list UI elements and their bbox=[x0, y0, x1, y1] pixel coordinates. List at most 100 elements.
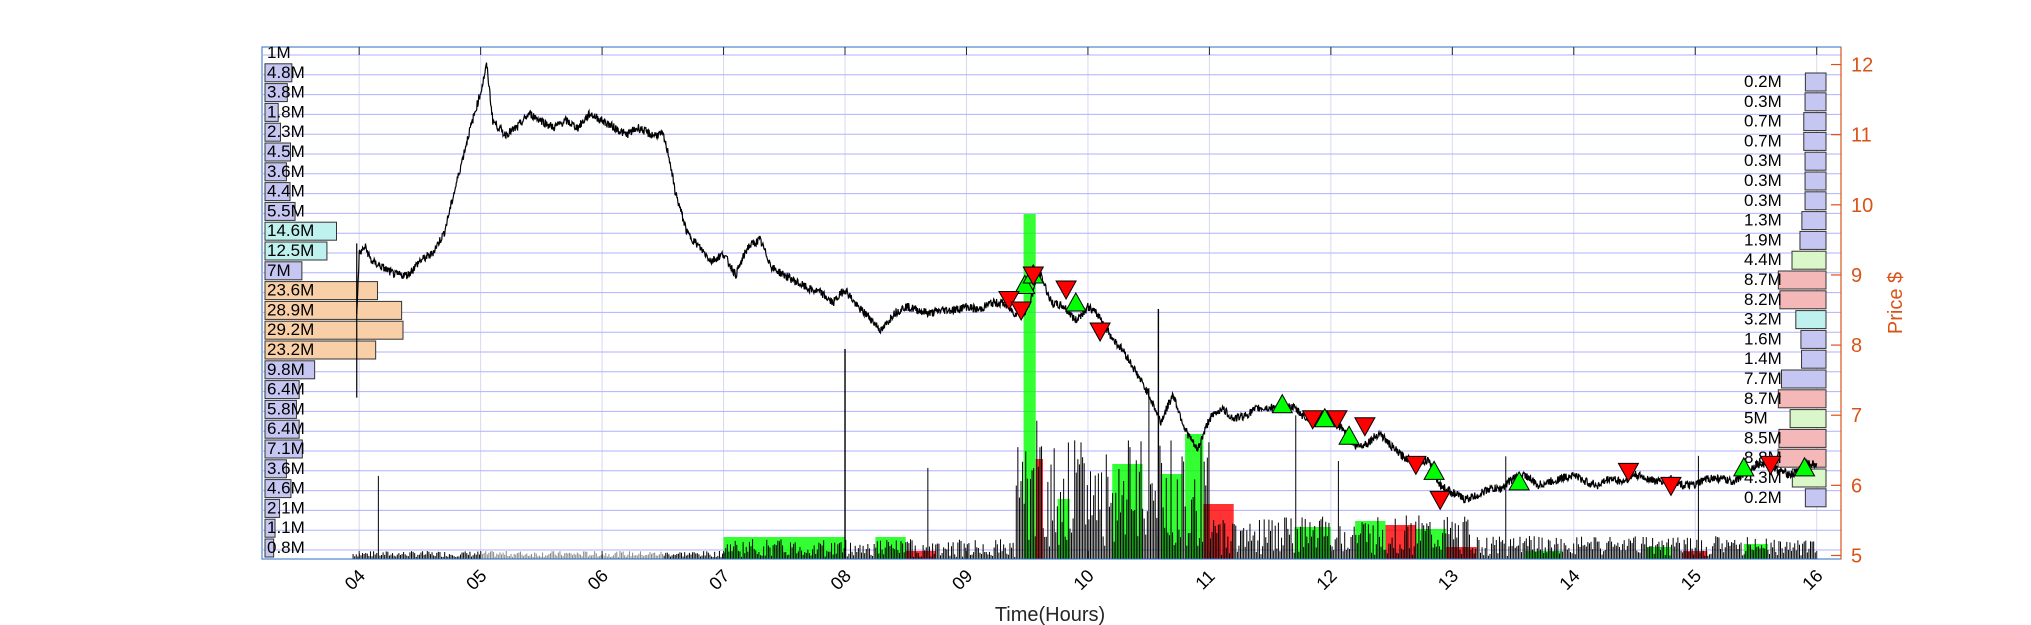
volume-profile-left-label: 9.8M bbox=[267, 360, 305, 379]
volume-profile-right-label: 0.7M bbox=[1744, 131, 1782, 150]
sell-marker bbox=[1759, 455, 1782, 476]
volume-profile-left-bar bbox=[264, 142, 291, 162]
volume-profile-right-label: 7.7M bbox=[1744, 369, 1782, 388]
volume-profile-left-label: 4.6M bbox=[267, 479, 305, 498]
volume-profile-left-bar bbox=[264, 360, 316, 380]
volume-profile-left-bar bbox=[264, 102, 279, 122]
volume-profile-right-bar bbox=[1801, 211, 1827, 231]
volume-profile-right-label: 1.3M bbox=[1744, 211, 1782, 230]
sell-marker bbox=[1429, 490, 1452, 511]
volume-profile-right-label: 8.7M bbox=[1744, 389, 1782, 408]
volume-profile-left-label: 2.1M bbox=[267, 498, 305, 517]
volume-profile-right-bar bbox=[1791, 250, 1827, 270]
volume-profile-left-label: 7M bbox=[267, 261, 291, 280]
volume-profile-left-label: 5.8M bbox=[267, 399, 305, 418]
sell-marker bbox=[1301, 410, 1324, 430]
volume-profile-left-label: 4.5M bbox=[267, 142, 305, 161]
buy-marker bbox=[1732, 456, 1755, 477]
volume-profile-right-bar bbox=[1789, 409, 1827, 429]
volume-profile-right-bar bbox=[1804, 92, 1827, 112]
y-tick-label: 7 bbox=[1851, 405, 1862, 427]
volume-profile-right-bar bbox=[1804, 72, 1827, 92]
volume-profile-right-bar bbox=[1778, 428, 1827, 448]
volume-profile-left-label: 14.6M bbox=[267, 221, 314, 240]
volume-profile-left-label: 2.3M bbox=[267, 122, 305, 141]
volume-profile-left-bar bbox=[264, 63, 293, 83]
volume-profile-left-bar bbox=[264, 281, 378, 301]
x-tick-label: 09 bbox=[948, 566, 976, 594]
volume-profile-right-bar bbox=[1803, 131, 1827, 151]
volume-profile-right-label: 5M bbox=[1744, 409, 1768, 428]
x-tick-label: 13 bbox=[1434, 566, 1462, 594]
volume-profile-right-bar bbox=[1781, 369, 1827, 389]
volume-profile-left-bar bbox=[264, 419, 300, 439]
price-line bbox=[356, 62, 1818, 504]
volume-profile-left-label: 28.9M bbox=[267, 300, 314, 319]
volume-profile-right-label: 8.2M bbox=[1744, 290, 1782, 309]
volume-profile-left-bar bbox=[264, 459, 287, 479]
volume-profile-left-label: 1.8M bbox=[267, 102, 305, 121]
volume-profile-left-bar bbox=[264, 221, 337, 241]
volume-profile-right-bar bbox=[1804, 488, 1827, 508]
volume-profile-left-bar bbox=[264, 498, 281, 518]
volume-profile-left-label: 23.2M bbox=[267, 340, 314, 359]
sell-marker bbox=[1660, 476, 1682, 497]
x-tick-label: 14 bbox=[1555, 566, 1583, 594]
sell-marker bbox=[998, 290, 1020, 311]
volume-profile-left-label: 23.6M bbox=[267, 281, 314, 300]
volume-profile-left-label: 3.8M bbox=[267, 83, 305, 102]
volume-profile-left-bar bbox=[264, 83, 288, 103]
sell-marker bbox=[1010, 301, 1032, 322]
x-tick-label: 08 bbox=[827, 566, 855, 594]
volume-profile-left-bar bbox=[264, 399, 297, 419]
volume-profile-left: 1M4.8M3.8M1.8M2.3M4.5M3.6M4.4M5.5M14.6M1… bbox=[264, 43, 404, 558]
buy-marker bbox=[1508, 470, 1530, 491]
y-tick-label: 11 bbox=[1851, 125, 1872, 147]
volume-profile-left-label: 0.8M bbox=[267, 538, 305, 557]
volume-profile-left-bar bbox=[264, 340, 377, 360]
sell-marker bbox=[1022, 266, 1045, 286]
volume-profile-right-bar bbox=[1779, 290, 1827, 310]
volume-profile-left-label: 12.5M bbox=[267, 241, 314, 260]
volume-profile-right: 0.2M0.3M0.7M0.7M0.3M0.3M0.3M1.3M1.9M4.4M… bbox=[1744, 72, 1827, 508]
volume-profile-right-bar bbox=[1777, 389, 1827, 409]
sell-marker bbox=[1055, 280, 1077, 301]
volume-profile-left-bar bbox=[264, 518, 276, 538]
volume-profile-right-bar bbox=[1801, 349, 1827, 369]
volume-profile-left-bar bbox=[264, 162, 287, 182]
volume-profile-left-label: 7.1M bbox=[267, 439, 305, 458]
x-tick-label: 11 bbox=[1191, 566, 1218, 593]
volume-profile-right-label: 0.2M bbox=[1744, 72, 1782, 91]
signal-markers bbox=[356, 243, 1816, 511]
x-tick-label: 06 bbox=[584, 566, 612, 594]
y-tick-label: 8 bbox=[1851, 335, 1862, 357]
volume-profile-right-label: 1.9M bbox=[1744, 230, 1782, 249]
volume-profile-right-bar bbox=[1800, 329, 1827, 349]
volume-profile-left-bar bbox=[264, 122, 281, 142]
volume-profile-left-label: 5.5M bbox=[267, 201, 305, 220]
volume-profile-right-bar bbox=[1804, 171, 1827, 191]
x-tick-label: 05 bbox=[462, 566, 490, 594]
volume-block bbox=[905, 551, 937, 559]
sell-marker bbox=[1089, 322, 1111, 343]
buy-marker bbox=[1338, 425, 1360, 445]
volume-profile-right-label: 1.4M bbox=[1744, 349, 1782, 368]
y-tick-label: 12 bbox=[1851, 55, 1873, 77]
volume-profile-left-label: 1M bbox=[267, 43, 291, 62]
sell-marker bbox=[1354, 417, 1376, 437]
volume-profile-left-bar bbox=[264, 320, 404, 340]
volume-profile-right-label: 0.3M bbox=[1744, 171, 1782, 190]
volume-profile-right-label: 8.7M bbox=[1744, 270, 1782, 289]
volume-profile-left-label: 6.4M bbox=[267, 419, 305, 438]
y-tick-label: 9 bbox=[1851, 265, 1862, 287]
x-tick-label: 07 bbox=[705, 566, 733, 594]
buy-marker bbox=[1064, 291, 1087, 312]
volume-profile-left-label: 4.8M bbox=[267, 63, 305, 82]
volume-profile-right-bar bbox=[1803, 112, 1827, 132]
x-tick-label: 16 bbox=[1798, 566, 1826, 594]
volume-profile-left-label: 1.1M bbox=[267, 518, 305, 537]
volume-profile-right-bar bbox=[1777, 270, 1827, 290]
volume-profile-left-bar bbox=[264, 300, 403, 320]
volume-profile-left-bar bbox=[264, 261, 303, 281]
y-tick-label: 10 bbox=[1851, 195, 1873, 217]
